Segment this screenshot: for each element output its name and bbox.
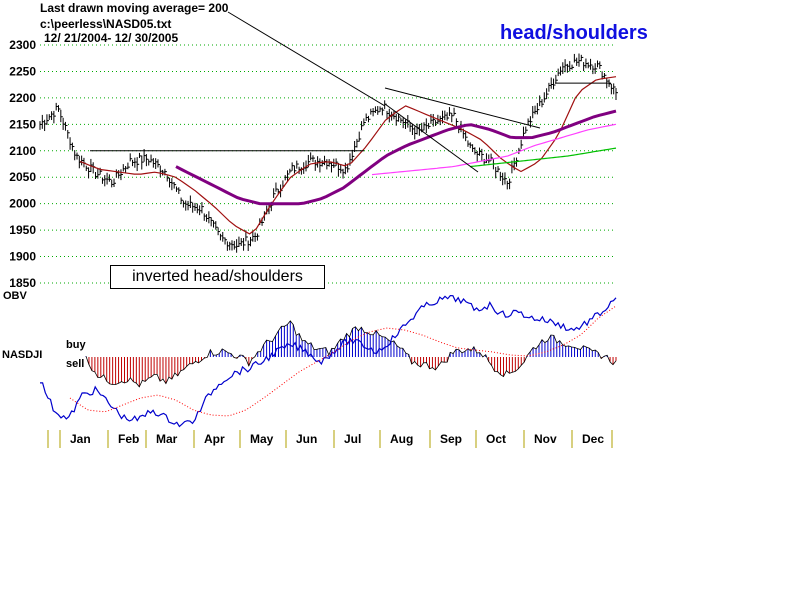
month-axis: Jan Feb Mar Apr May Jun Jul Aug Sep Oct Nov Dec xyxy=(47,430,613,448)
moving-averages xyxy=(79,76,617,235)
header-date-range: 12/ 21/2004- 12/ 30/2005 xyxy=(44,31,179,45)
nasdji-label: NASDJI xyxy=(2,349,43,361)
y-tick-label: 2300 xyxy=(9,38,36,52)
y-tick-label: 2050 xyxy=(9,170,36,184)
month-label: Oct xyxy=(486,432,506,446)
y-tick-label: 1950 xyxy=(9,223,36,237)
ma-long-line xyxy=(371,123,617,176)
ma-200-line xyxy=(469,147,617,168)
trendlines xyxy=(90,11,611,173)
oscillator-outline xyxy=(85,320,617,388)
header-ma-text: Last drawn moving average= 200 xyxy=(40,1,229,15)
header-file-path: c:\peerless\NASD05.txt xyxy=(40,17,172,31)
obv-panel xyxy=(40,294,617,428)
month-label: Dec xyxy=(582,432,604,446)
neckline-lower xyxy=(384,103,479,173)
month-label: May xyxy=(250,432,274,446)
ma-pointer-line xyxy=(227,11,386,107)
y-tick-label: 2150 xyxy=(9,117,36,131)
month-label: Jul xyxy=(344,432,361,446)
neckline-upper xyxy=(384,87,541,129)
month-label: Apr xyxy=(204,432,225,446)
obv-ma-line xyxy=(69,305,617,417)
y-tick-label: 2000 xyxy=(9,197,36,211)
price-grid xyxy=(40,44,616,284)
month-label: Sep xyxy=(440,432,462,446)
obv-line xyxy=(40,294,617,428)
y-tick-label: 2200 xyxy=(9,91,36,105)
sell-label: sell xyxy=(66,358,85,370)
inverted-head-shoulders-annotation: inverted head/shoulders xyxy=(110,265,325,289)
month-label: Mar xyxy=(156,432,178,446)
obv-label: OBV xyxy=(3,290,27,302)
buy-label: buy xyxy=(66,339,86,351)
chart-title: head/shoulders xyxy=(500,22,648,44)
ma-medium-line xyxy=(175,109,617,206)
y-tick-label: 2100 xyxy=(9,144,36,158)
price-bars xyxy=(39,53,618,253)
month-label: Feb xyxy=(118,432,139,446)
y-axis-labels: 1850 1900 1950 2000 2050 2100 2150 2200 2250 2300 xyxy=(9,38,36,290)
month-label: Jun xyxy=(296,432,317,446)
month-label: Nov xyxy=(534,432,557,446)
month-label: Aug xyxy=(390,432,413,446)
y-tick-label: 1850 xyxy=(9,276,36,290)
ma-short-line xyxy=(79,76,617,235)
y-tick-label: 1900 xyxy=(9,250,36,264)
nasdji-oscillator xyxy=(85,320,617,388)
y-tick-label: 2250 xyxy=(9,64,36,78)
month-label: Jan xyxy=(70,432,91,446)
